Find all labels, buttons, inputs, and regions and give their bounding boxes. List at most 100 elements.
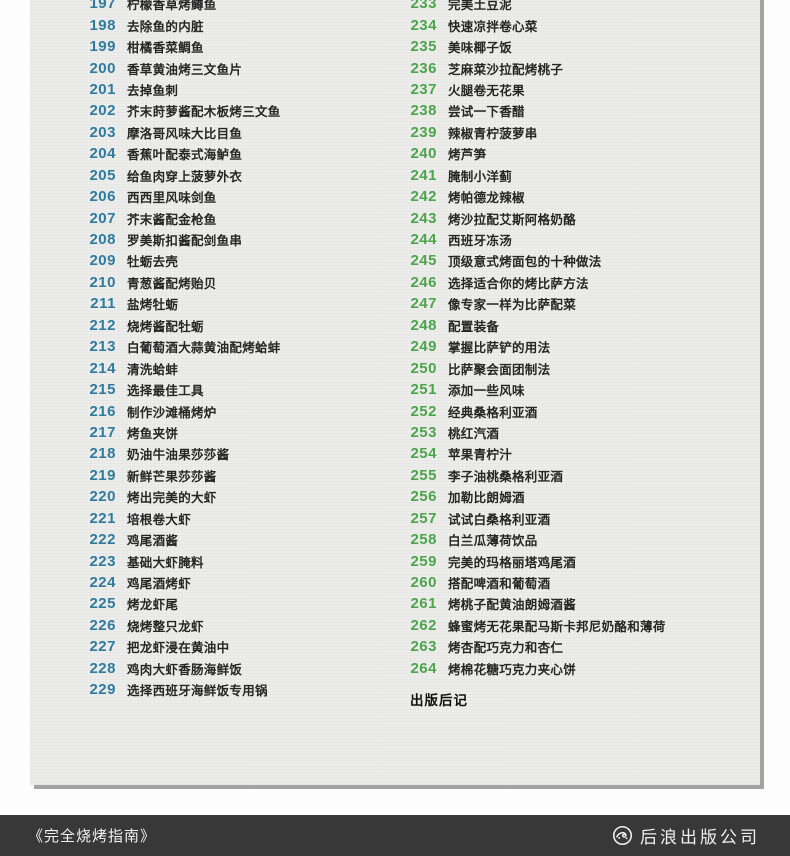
toc-title: 掌握比萨铲的用法 (448, 341, 551, 356)
toc-title: 经典桑格利亚酒 (448, 405, 538, 420)
toc-page-number: 238 (410, 102, 437, 120)
toc-page-number: 240 (410, 145, 437, 163)
toc-page-number: 208 (89, 231, 116, 249)
toc-entry: 224 鸡尾酒烤虾 (60, 572, 380, 593)
toc-page-number: 239 (410, 123, 437, 141)
toc-page-number: 254 (410, 445, 437, 463)
toc-title: 白兰瓜薄荷饮品 (448, 534, 538, 549)
publisher-name: 后浪出版公司 (640, 828, 760, 847)
toc-page-number: 228 (89, 659, 116, 677)
toc-entry: 202 芥末莳萝酱配木板烤三文鱼 (60, 100, 380, 121)
toc-page-number: 210 (89, 273, 116, 291)
toc-entry: 253 桃红汽酒 (381, 422, 751, 443)
toc-entry: 249 掌握比萨铲的用法 (381, 336, 751, 357)
toc-page-number: 249 (410, 338, 437, 356)
toc-column-left: 197 柠檬香草烤鳟鱼 198 去除鱼的内脏 199 柑橘香菜鲷鱼 200 香草… (60, 0, 380, 700)
toc-column-right: 233 完美土豆泥 234 快速凉拌卷心菜 235 美味椰子饭 236 芝麻菜沙… (381, 0, 751, 679)
toc-entry: 240 烤芦笋 (381, 143, 751, 164)
toc-page-number: 243 (410, 209, 437, 227)
toc-title: 去除鱼的内脏 (127, 19, 204, 34)
toc-page-number: 247 (410, 295, 437, 313)
toc-page-number: 207 (89, 209, 116, 227)
toc-title: 西班牙冻汤 (448, 234, 513, 249)
toc-title: 李子油桃桑格利亚酒 (448, 469, 564, 484)
toc-page-number: 197 (89, 0, 116, 13)
toc-entry: 244 西班牙冻汤 (381, 229, 751, 250)
toc-entry: 241 腌制小洋蓟 (381, 165, 751, 186)
toc-entry: 209 牡蛎去壳 (60, 250, 380, 271)
toc-entry: 238 尝试一下香醋 (381, 100, 751, 121)
toc-title: 完美的玛格丽塔鸡尾酒 (448, 555, 577, 570)
toc-title: 搭配啤酒和葡萄酒 (448, 577, 551, 592)
toc-title: 鸡尾酒酱 (127, 534, 179, 549)
toc-entry: 205 给鱼肉穿上菠萝外衣 (60, 165, 380, 186)
toc-entry: 207 芥末酱配金枪鱼 (60, 207, 380, 228)
toc-page-number: 259 (410, 552, 437, 570)
toc-entry: 251 添加一些风味 (381, 379, 751, 400)
toc-title: 加勒比朗姆酒 (448, 491, 525, 506)
toc-entry: 239 辣椒青柠菠萝串 (381, 122, 751, 143)
toc-title: 罗美斯扣酱配剑鱼串 (127, 234, 243, 249)
toc-entry: 199 柑橘香菜鲷鱼 (60, 36, 380, 57)
toc-entry: 213 白葡萄酒大蒜黄油配烤蛤蚌 (60, 336, 380, 357)
toc-title: 烤桃子配黄油朗姆酒酱 (448, 598, 577, 613)
toc-title: 制作沙滩桶烤炉 (127, 405, 217, 420)
toc-title: 柠檬香草烤鳟鱼 (127, 0, 217, 13)
toc-entry: 264 烤棉花糖巧克力夹心饼 (381, 658, 751, 679)
toc-entry: 234 快速凉拌卷心菜 (381, 14, 751, 35)
toc-title: 盐烤牡蛎 (127, 298, 179, 313)
toc-page-number: 220 (89, 488, 116, 506)
toc-title: 清洗蛤蚌 (127, 362, 179, 377)
toc-entry: 210 青葱酱配烤贻贝 (60, 272, 380, 293)
toc-entry: 212 烧烤酱配牡蛎 (60, 315, 380, 336)
toc-entry: 227 把龙虾浸在黄油中 (60, 636, 380, 657)
toc-page-number: 235 (410, 38, 437, 56)
toc-page-number: 216 (89, 402, 116, 420)
toc-title: 蜂蜜烤无花果配马斯卡邦尼奶酪和薄荷 (448, 619, 666, 634)
toc-title: 鸡尾酒烤虾 (127, 577, 192, 592)
toc-page-number: 221 (89, 509, 116, 527)
toc-page-number: 223 (89, 552, 116, 570)
toc-page-number: 226 (89, 616, 116, 634)
toc-page-number: 215 (89, 381, 116, 399)
toc-title: 青葱酱配烤贻贝 (127, 276, 217, 291)
toc-title: 香草黄油烤三文鱼片 (127, 62, 243, 77)
toc-title: 苹果青柠汁 (448, 448, 513, 463)
toc-entry: 235 美味椰子饭 (381, 36, 751, 57)
toc-page-number: 237 (410, 80, 437, 98)
toc-title: 柑橘香菜鲷鱼 (127, 41, 204, 56)
toc-entry: 217 烤鱼夹饼 (60, 422, 380, 443)
toc-entry: 214 清洗蛤蚌 (60, 357, 380, 378)
toc-title: 给鱼肉穿上菠萝外衣 (127, 169, 243, 184)
toc-title: 西西里风味剑鱼 (127, 191, 217, 206)
toc-page-number: 251 (410, 381, 437, 399)
toc-title: 完美土豆泥 (448, 0, 513, 13)
toc-entry: 211 盐烤牡蛎 (60, 293, 380, 314)
toc-page-number: 260 (410, 574, 437, 592)
toc-title: 腌制小洋蓟 (448, 169, 513, 184)
toc-title: 芥末酱配金枪鱼 (127, 212, 217, 227)
afterword-heading: 出版后记 (410, 693, 468, 708)
toc-page-number: 233 (410, 0, 437, 13)
toc-entry: 223 基础大虾腌料 (60, 550, 380, 571)
toc-title: 烤芦笋 (448, 148, 487, 163)
toc-entry: 208 罗美斯扣酱配剑鱼串 (60, 229, 380, 250)
toc-entry: 203 摩洛哥风味大比目鱼 (60, 122, 380, 143)
toc-page-number: 213 (89, 338, 116, 356)
toc-entry: 236 芝麻菜沙拉配烤桃子 (381, 57, 751, 78)
toc-title: 尝试一下香醋 (448, 105, 525, 120)
toc-entry: 220 烤出完美的大虾 (60, 486, 380, 507)
toc-page-number: 242 (410, 188, 437, 206)
toc-title: 基础大虾腌料 (127, 555, 204, 570)
toc-title: 像专家一样为比萨配菜 (448, 298, 577, 313)
toc-page-number: 224 (89, 574, 116, 592)
toc-entry: 206 西西里风味剑鱼 (60, 186, 380, 207)
toc-page-number: 198 (89, 16, 116, 34)
toc-title: 美味椰子饭 (448, 41, 513, 56)
toc-page-number: 244 (410, 231, 437, 249)
toc-page-number: 225 (89, 595, 116, 613)
toc-page-number: 248 (410, 316, 437, 334)
toc-entry: 228 鸡肉大虾香肠海鲜饭 (60, 658, 380, 679)
toc-title: 烤龙虾尾 (127, 598, 179, 613)
toc-page-number: 199 (89, 38, 116, 56)
